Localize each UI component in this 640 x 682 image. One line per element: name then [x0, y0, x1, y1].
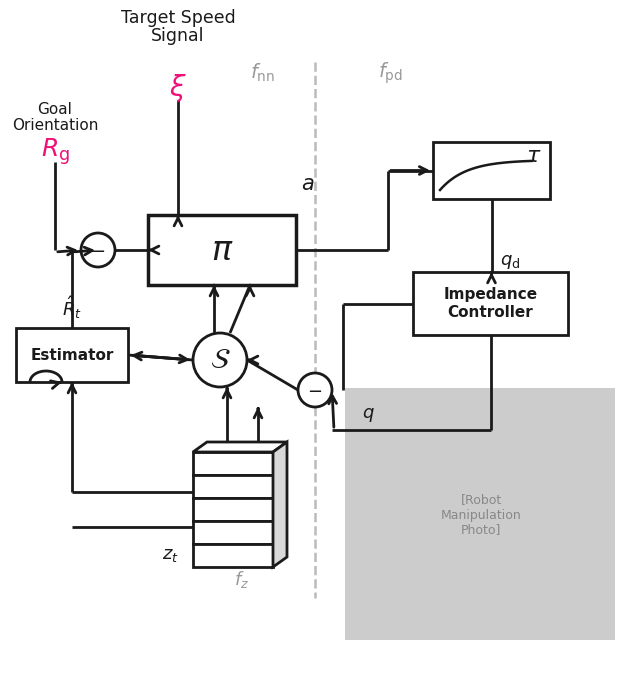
Text: [Robot
Manipulation
Photo]: [Robot Manipulation Photo] — [440, 494, 522, 537]
FancyBboxPatch shape — [148, 215, 296, 285]
Circle shape — [193, 333, 247, 387]
Circle shape — [298, 373, 332, 407]
Text: $q$: $q$ — [362, 406, 374, 424]
Text: $\tau$: $\tau$ — [526, 146, 541, 166]
Text: $-$: $-$ — [307, 381, 323, 399]
Text: Controller: Controller — [447, 305, 533, 320]
Polygon shape — [193, 544, 273, 567]
Circle shape — [81, 233, 115, 267]
Text: $f_{\rm pd}$: $f_{\rm pd}$ — [378, 60, 403, 86]
Polygon shape — [273, 442, 287, 567]
Text: $q_{\rm d}$: $q_{\rm d}$ — [500, 253, 520, 271]
FancyBboxPatch shape — [433, 142, 550, 199]
Text: $-$: $-$ — [90, 241, 106, 259]
Polygon shape — [193, 498, 273, 521]
Text: $\xi$: $\xi$ — [169, 72, 187, 104]
Text: Estimator: Estimator — [30, 348, 114, 363]
Polygon shape — [193, 475, 273, 498]
Polygon shape — [193, 452, 273, 475]
Text: Orientation: Orientation — [12, 119, 98, 134]
Text: $f_{\rm nn}$: $f_{\rm nn}$ — [250, 62, 276, 84]
Text: $a$: $a$ — [301, 174, 315, 194]
Text: $f_z$: $f_z$ — [234, 569, 250, 591]
Polygon shape — [193, 521, 273, 544]
Text: $\pi$: $\pi$ — [211, 233, 233, 267]
Text: $z_t$: $z_t$ — [161, 546, 179, 564]
Text: $\mathcal{S}$: $\mathcal{S}$ — [210, 346, 230, 374]
FancyBboxPatch shape — [345, 388, 615, 640]
Text: Impedance: Impedance — [444, 287, 538, 302]
FancyBboxPatch shape — [413, 272, 568, 335]
Text: Goal: Goal — [38, 102, 72, 117]
Text: Signal: Signal — [151, 27, 205, 45]
Polygon shape — [193, 442, 287, 452]
FancyBboxPatch shape — [16, 328, 128, 382]
Text: $\hat{R}_t$: $\hat{R}_t$ — [62, 295, 82, 321]
Text: Target Speed: Target Speed — [120, 9, 236, 27]
Text: $R_{\rm g}$: $R_{\rm g}$ — [40, 136, 70, 167]
